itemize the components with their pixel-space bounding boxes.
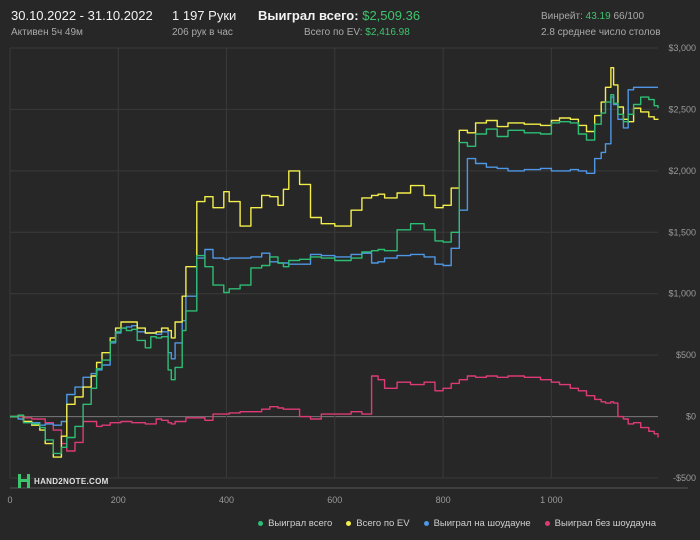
active-time: Активен 5ч 49м: [11, 27, 83, 38]
hands-per-hour: 206 рук в час: [172, 27, 233, 38]
ev-total: Всего по EV: $2,416.98: [304, 27, 410, 38]
legend-item[interactable]: Выиграл без шоудауна: [544, 518, 656, 529]
series-line-1: [10, 67, 659, 458]
y-tick-label: $1,500: [668, 227, 696, 237]
ev-total-label: Всего по EV:: [304, 27, 363, 38]
hand2note-logo-icon: [18, 474, 30, 488]
legend-label: Выиграл всего: [268, 518, 333, 529]
chart-legend: Выиграл всего Всего по EV Выиграл на шоуда…: [258, 518, 656, 529]
legend-label: Всего по EV: [356, 518, 410, 529]
legend-dot-icon: [423, 521, 429, 526]
series-line-0: [10, 94, 659, 455]
legend-item[interactable]: Выиграл на шоудауне: [423, 518, 531, 529]
winrate-label: Винрейт:: [541, 11, 583, 22]
chart-grid: [9, 47, 688, 489]
y-tick-label: -$500: [673, 473, 696, 483]
ev-total-value: $2,416.98: [365, 27, 410, 38]
y-tick-label: $3,000: [668, 43, 696, 53]
y-tick-label: $500: [676, 350, 696, 360]
series-line-3: [10, 375, 659, 452]
y-axis-ticks: -$500 $0 $500 $1,000 $1,500 $2,000 $2,500 $3,00…: [668, 43, 696, 483]
hand2note-logo-text: HAND2NOTE.COM: [34, 476, 109, 486]
legend-label: Выиграл без шоудауна: [554, 518, 656, 529]
y-tick-label: $1,000: [668, 289, 696, 299]
won-total-value: $2,509.36: [362, 8, 421, 23]
x-tick-label: 600: [327, 495, 342, 505]
hand2note-logo: HAND2NOTE.COM: [18, 474, 109, 488]
y-tick-label: $2,500: [668, 104, 696, 114]
won-total: Выиграл всего: $2,509.36: [258, 8, 420, 23]
y-tick-label: $2,000: [668, 166, 696, 176]
legend-dot-icon: [258, 521, 264, 526]
x-axis-ticks: 0 200 400 600 800 1 000: [7, 495, 562, 505]
x-tick-label: 800: [436, 495, 451, 505]
legend-item[interactable]: Выиграл всего: [258, 518, 332, 529]
hands-count: 1 197 Руки: [172, 8, 237, 23]
x-tick-label: 1 000: [540, 495, 563, 505]
series-line-2: [10, 86, 658, 426]
winrate: Винрейт: 43.19 66/100: [541, 11, 644, 22]
legend-label: Выиграл на шоудауне: [433, 518, 531, 529]
stats-header: 30.10.2022 - 31.10.2022 Активен 5ч 49м 1…: [0, 0, 700, 44]
won-total-label: Выиграл всего:: [258, 8, 359, 23]
x-tick-label: 0: [7, 495, 12, 505]
winrate-value: 43.19: [585, 11, 611, 22]
x-tick-label: 200: [111, 495, 126, 505]
y-tick-label: $0: [686, 412, 696, 422]
chart-series: [10, 67, 659, 458]
legend-dot-icon: [544, 521, 550, 526]
legend-item[interactable]: Всего по EV: [346, 518, 410, 529]
x-tick-label: 400: [219, 495, 234, 505]
winrate-suffix: 66/100: [613, 11, 645, 22]
date-range: 30.10.2022 - 31.10.2022: [11, 8, 153, 23]
legend-dot-icon: [346, 521, 352, 526]
avg-tables: 2.8 среднее число столов: [541, 27, 661, 38]
